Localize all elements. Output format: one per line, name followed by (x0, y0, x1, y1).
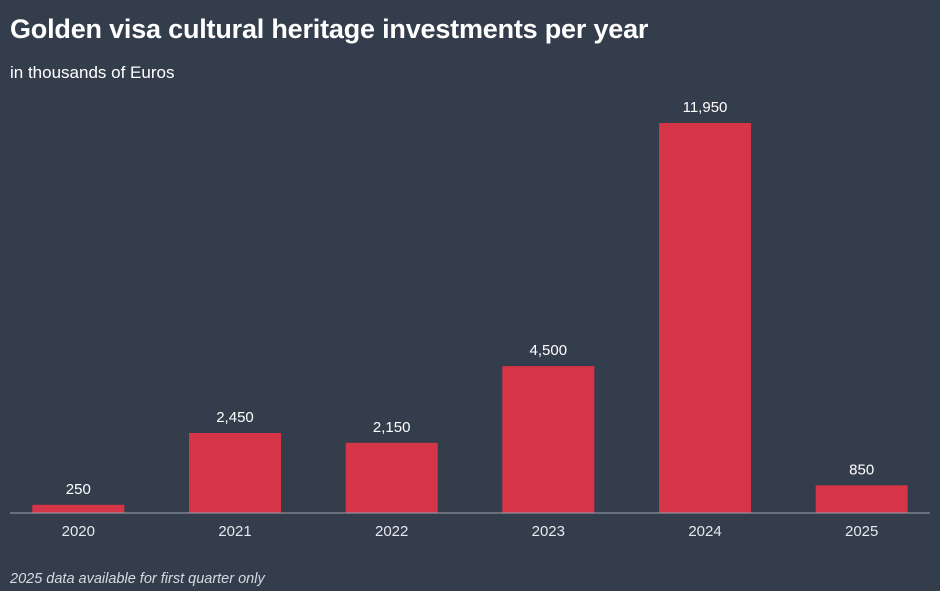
chart-title: Golden visa cultural heritage investment… (10, 14, 649, 44)
bar-2022 (345, 442, 438, 513)
x-tick-label-2023: 2023 (532, 523, 565, 540)
x-tick-label-2025: 2025 (845, 523, 878, 540)
bar-value-label-2022: 2,150 (373, 419, 411, 436)
x-tick-label-2021: 2021 (218, 523, 251, 540)
x-tick-label-2024: 2024 (688, 523, 721, 540)
chart-footnote: 2025 data available for first quarter on… (10, 571, 265, 587)
bar-value-label-2025: 850 (849, 461, 874, 478)
chart-subtitle: in thousands of Euros (10, 63, 175, 82)
bar-value-label-2020: 250 (66, 481, 91, 498)
bar-2023 (502, 366, 595, 513)
bar-2020 (32, 504, 125, 513)
bar-2021 (189, 433, 281, 513)
bars-layer (32, 123, 908, 513)
x-tick-label-2020: 2020 (62, 523, 95, 540)
labels-layer: 250 2020 2,450 2021 2,150 2022 4,500 2023 11,950… (62, 99, 879, 540)
x-tick-label-2022: 2022 (375, 523, 408, 540)
bar-value-label-2024: 11,950 (683, 99, 728, 116)
bar-value-label-2023: 4,500 (530, 342, 568, 359)
bar-value-label-2021: 2,450 (216, 409, 254, 426)
bar-2025 (815, 485, 908, 513)
bar-2024 (659, 123, 751, 513)
